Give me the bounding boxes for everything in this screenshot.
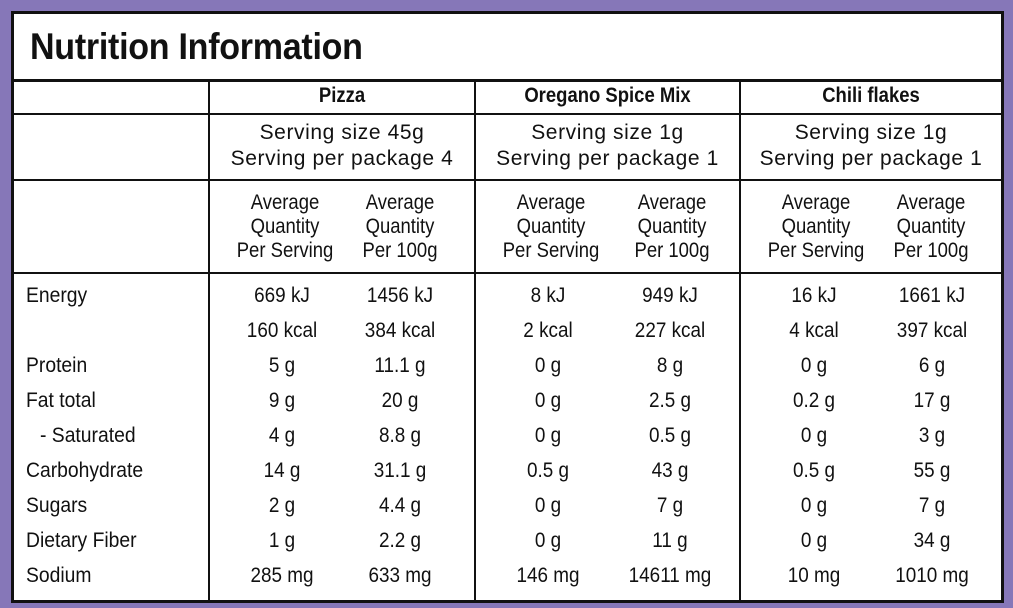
col-header-per-100g: Average Quantity Per 100g <box>634 191 710 262</box>
nutrient-value: 0.5 g <box>648 424 692 447</box>
product-name: Pizza <box>318 84 366 107</box>
nutrient-value: 0 g <box>800 529 828 552</box>
row-divider <box>14 179 1001 181</box>
nutrient-value: 2.2 g <box>378 529 422 552</box>
nutrient-value: 0 g <box>534 494 562 517</box>
nutrient-value: 4 g <box>268 424 296 447</box>
nutrient-value: 9 g <box>268 389 296 412</box>
nutrient-label: - Saturated <box>40 424 136 447</box>
nutrient-value: 0 g <box>800 354 828 377</box>
nutrient-value: 227 kcal <box>634 319 706 342</box>
nutrient-value: 4.4 g <box>378 494 422 517</box>
nutrient-value: 6 g <box>918 354 946 377</box>
col-header-per-serving: Average Quantity Per Serving <box>236 191 334 262</box>
nutrient-label: Energy <box>26 284 88 307</box>
nutrient-label: Dietary Fiber <box>26 529 137 552</box>
column-divider <box>739 82 741 600</box>
servings-per-package: Serving per package 1 <box>496 147 719 170</box>
nutrient-value: 1661 kJ <box>898 284 966 307</box>
serving-info: Serving size 45g Serving per package 4 <box>210 120 474 172</box>
nutrient-value: 633 mg <box>368 564 432 587</box>
nutrient-label: Fat total <box>26 389 96 412</box>
nutrient-value: 669 kJ <box>254 284 310 307</box>
serving-size: Serving size 1g <box>531 121 684 144</box>
nutrient-label: Carbohydrate <box>26 459 144 482</box>
col-header-per-100g: Average Quantity Per 100g <box>362 191 438 262</box>
serving-info: Serving size 1g Serving per package 1 <box>741 120 1001 172</box>
column-divider <box>474 82 476 600</box>
nutrient-value: 43 g <box>651 459 689 482</box>
nutrient-value: 16 kJ <box>791 284 837 307</box>
col-header-per-serving: Average Quantity Per Serving <box>767 191 865 262</box>
servings-per-package: Serving per package 1 <box>759 147 983 170</box>
nutrient-label: Sodium <box>26 564 92 587</box>
nutrient-value: 7 g <box>918 494 946 517</box>
row-divider <box>14 272 1001 274</box>
servings-per-package: Serving per package 4 <box>230 147 454 170</box>
serving-info: Serving size 1g Serving per package 1 <box>476 120 739 172</box>
nutrient-value: 1010 mg <box>895 564 969 587</box>
nutrient-value: 5 g <box>268 354 296 377</box>
nutrient-value: 11 g <box>652 529 688 552</box>
panel-title: Nutrition Information <box>30 26 363 67</box>
serving-size: Serving size 45g <box>259 121 425 144</box>
nutrient-value: 55 g <box>913 459 951 482</box>
column-divider <box>208 82 210 600</box>
nutrient-value: 384 kcal <box>364 319 436 342</box>
nutrient-value: 20 g <box>381 389 419 412</box>
nutrient-value: 0 g <box>534 424 562 447</box>
nutrient-value: 3 g <box>918 424 946 447</box>
nutrient-value: 0 g <box>800 494 828 517</box>
nutrient-value: 160 kcal <box>246 319 318 342</box>
nutrient-label: Protein <box>26 354 88 377</box>
nutrient-value: 0.5 g <box>792 459 836 482</box>
nutrient-value: 0 g <box>534 389 562 412</box>
nutrient-value: 0.5 g <box>526 459 570 482</box>
nutrient-value: 8 g <box>656 354 684 377</box>
nutrition-panel: Nutrition Information Pizza Oregano Spic… <box>11 11 1004 603</box>
row-divider <box>14 113 1001 115</box>
col-header-per-100g: Average Quantity Per 100g <box>893 191 969 262</box>
nutrient-value: 397 kcal <box>896 319 968 342</box>
nutrient-value: 4 kcal <box>789 319 839 342</box>
nutrient-value: 34 g <box>913 529 951 552</box>
nutrient-value: 949 kJ <box>642 284 698 307</box>
nutrient-value: 2 kcal <box>523 319 573 342</box>
title-bar: Nutrition Information <box>14 14 1001 82</box>
nutrient-value: 14 g <box>263 459 301 482</box>
nutrient-value: 0 g <box>800 424 828 447</box>
nutrient-value: 7 g <box>656 494 684 517</box>
nutrient-value: 1456 kJ <box>366 284 434 307</box>
nutrient-value: 0 g <box>534 529 562 552</box>
col-header-per-serving: Average Quantity Per Serving <box>502 191 600 262</box>
nutrient-value: 0 g <box>534 354 562 377</box>
nutrient-value: 11.1 g <box>374 354 426 377</box>
nutrient-value: 14611 mg <box>628 564 712 587</box>
nutrient-value: 31.1 g <box>373 459 427 482</box>
product-name: Chili flakes <box>822 84 920 107</box>
product-name: Oregano Spice Mix <box>524 84 691 107</box>
nutrient-value: 146 mg <box>516 564 580 587</box>
nutrient-value: 2.5 g <box>648 389 692 412</box>
nutrient-value: 285 mg <box>250 564 314 587</box>
nutrient-value: 1 g <box>268 529 296 552</box>
nutrient-value: 8.8 g <box>378 424 422 447</box>
nutrient-value: 8 kJ <box>530 284 566 307</box>
nutrient-value: 2 g <box>268 494 296 517</box>
nutrient-value: 0.2 g <box>792 389 836 412</box>
nutrient-value: 10 mg <box>787 564 841 587</box>
nutrient-value: 17 g <box>913 389 951 412</box>
serving-size: Serving size 1g <box>794 121 948 144</box>
nutrient-label: Sugars <box>26 494 88 517</box>
